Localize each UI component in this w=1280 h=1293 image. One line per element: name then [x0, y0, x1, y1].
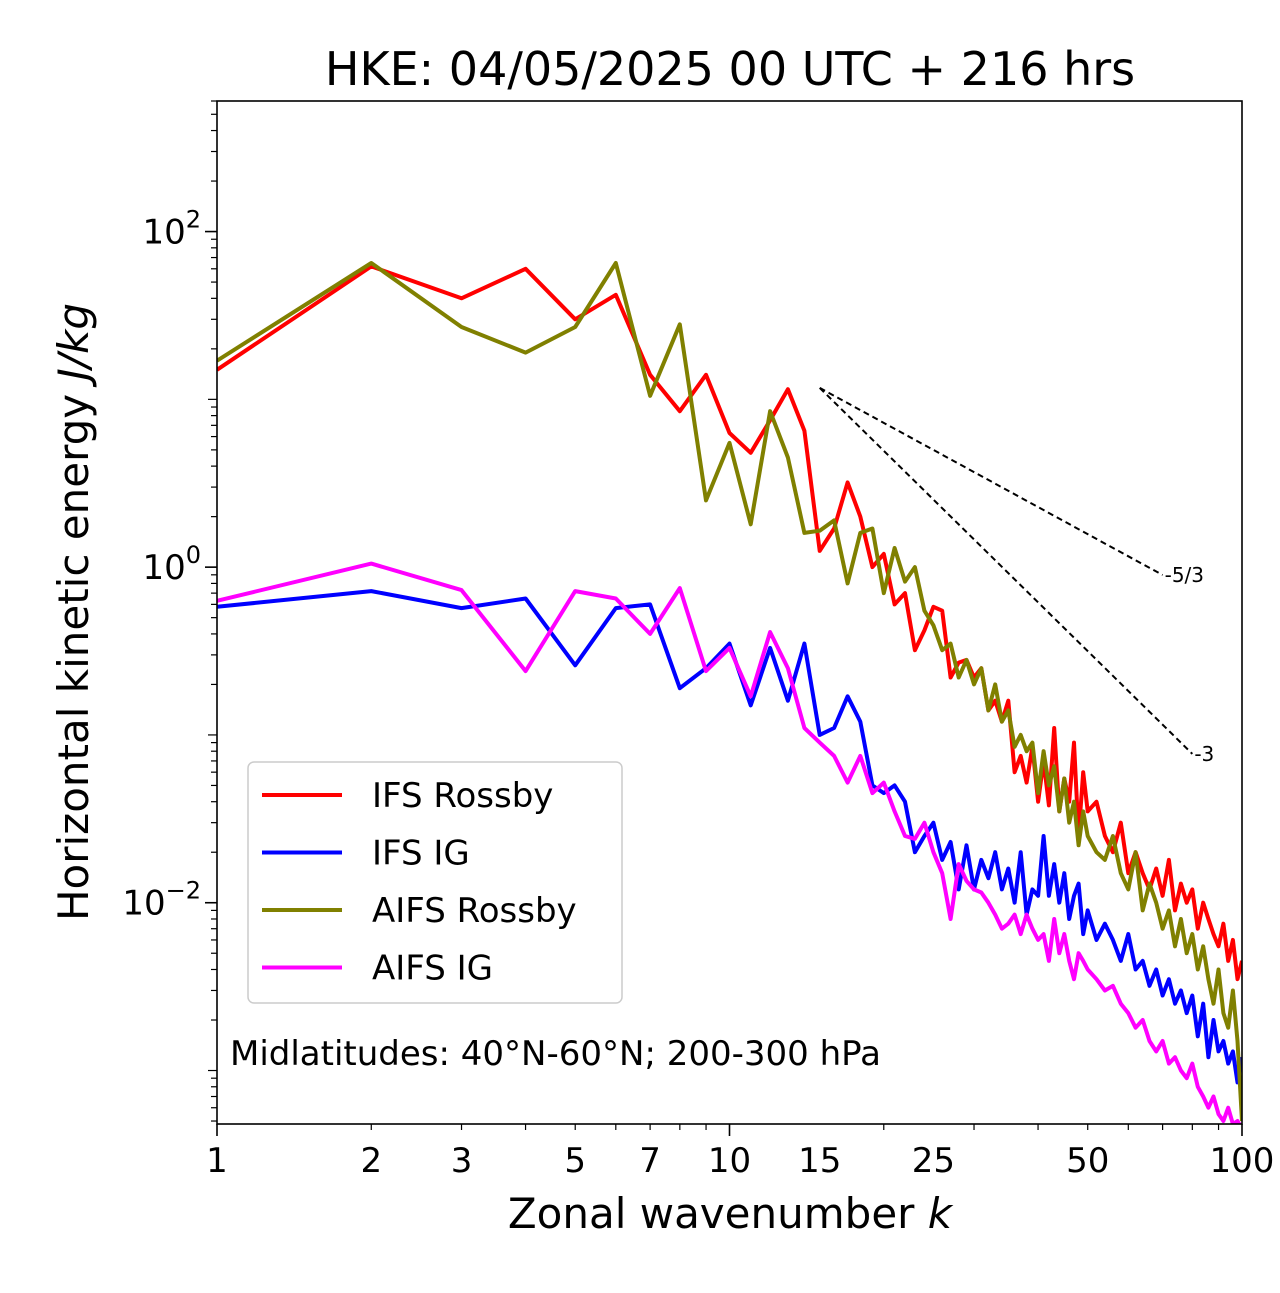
x-tick-label: 1: [206, 1141, 228, 1181]
x-tick-label: 25: [912, 1141, 955, 1181]
legend-label: AIFS Rossby: [372, 891, 577, 931]
x-tick-label: 50: [1066, 1141, 1109, 1181]
reference-line-label: -5/3: [1165, 563, 1204, 587]
x-tick-label: 2: [360, 1141, 382, 1181]
region-annotation: Midlatitudes: 40°N-60°N; 200-300 hPa: [230, 1034, 881, 1074]
legend-label: IFS Rossby: [372, 776, 553, 816]
y-axis: 102 100 10−2: [122, 100, 217, 1122]
legend-label: IFS IG: [372, 834, 470, 874]
x-tick-label: 15: [798, 1141, 841, 1181]
y-tick-label: 100: [142, 541, 201, 588]
reference-line-0: [819, 387, 1164, 576]
reference-line-1: [819, 387, 1194, 755]
y-tick-label: 10−2: [122, 877, 201, 924]
reference-lines: -5/3 -3: [819, 387, 1214, 766]
legend: IFS Rossby IFS IG AIFS Rossby AIFS IG: [247, 761, 623, 1004]
reference-line-label: -3: [1194, 742, 1214, 766]
x-tick-label: 5: [564, 1141, 586, 1181]
x-axis: 1 2 3 5 7 10 15 25 50 100: [206, 1124, 1274, 1181]
x-tick-label: 3: [451, 1141, 473, 1181]
y-tick-label: 102: [142, 206, 201, 253]
legend-label: AIFS IG: [372, 949, 493, 989]
series-line-ifs-rossby: [217, 264, 1242, 982]
x-tick-label: 7: [639, 1141, 661, 1181]
x-axis-label: Zonal wavenumber k: [508, 1189, 954, 1238]
x-tick-label: 10: [708, 1141, 751, 1181]
series-line-aifs-ig: [217, 561, 1242, 1124]
series-layer: [217, 261, 1242, 1124]
y-axis-label: Horizontal kinetic energy J/kg: [49, 303, 98, 921]
series-line-aifs-rossby: [217, 261, 1242, 1122]
x-tick-label: 100: [1210, 1141, 1275, 1181]
chart-title: HKE: 04/05/2025 00 UTC + 216 hrs: [325, 42, 1135, 96]
legend-box: [247, 761, 623, 1004]
